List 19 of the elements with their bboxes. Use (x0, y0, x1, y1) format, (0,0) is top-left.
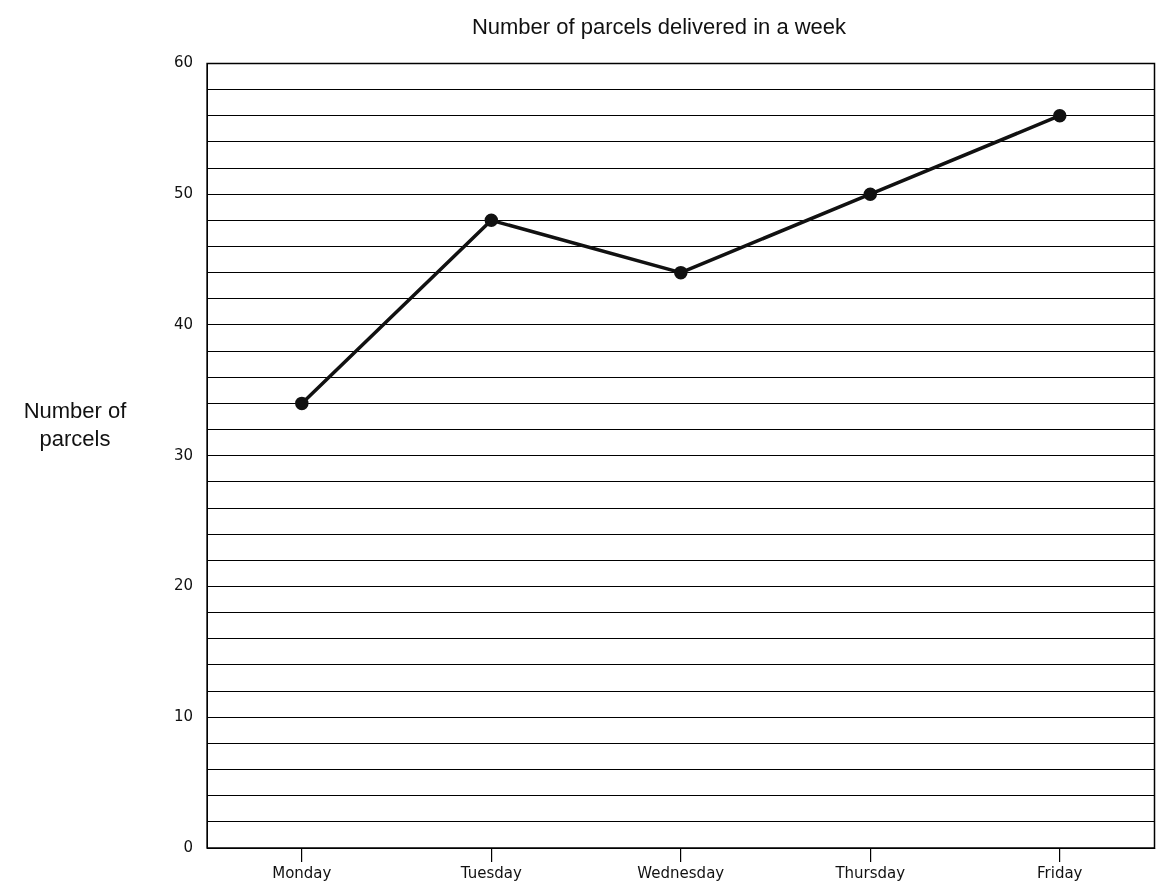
y-tick-label: 0 (183, 837, 194, 856)
point (484, 213, 499, 228)
point (295, 396, 309, 411)
y-axis-title: Number of parcels (23, 397, 128, 451)
x-tick-label: Tuesday (459, 863, 522, 882)
point (674, 265, 688, 280)
x-tick-label: Thursday (834, 863, 906, 882)
chart-title: Number of parcels delivered in a week (471, 14, 848, 40)
y-tick-label: 10 (173, 707, 194, 726)
y-tick-label: 40 (173, 314, 194, 333)
x-tick-label: Monday (272, 863, 332, 882)
y-tick-label: 20 (173, 576, 194, 595)
y-tick-label: 60 (173, 53, 194, 72)
point (1053, 108, 1067, 123)
point (863, 187, 878, 201)
y-tick-label: 50 (173, 184, 194, 203)
x-tick-label: Friday (1037, 863, 1083, 882)
x-tick-label: Wednesday (637, 863, 725, 882)
y-tick-label: 30 (173, 445, 194, 464)
